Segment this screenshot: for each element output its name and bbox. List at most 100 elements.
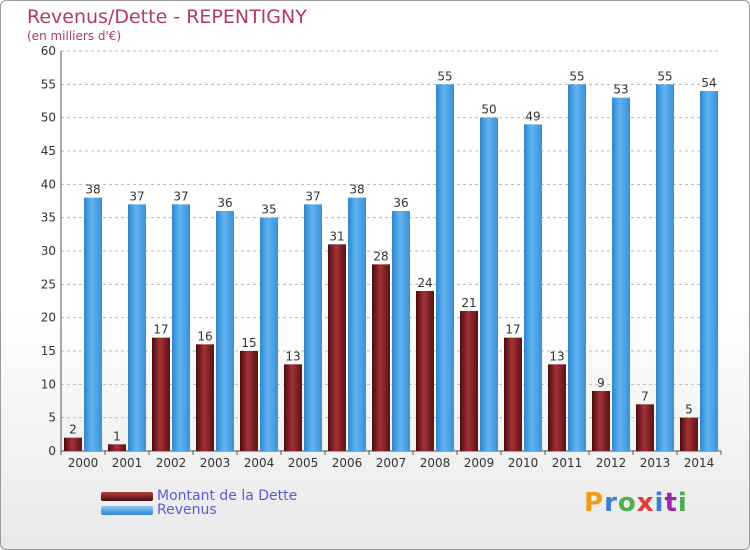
logo-letter: t xyxy=(664,488,678,518)
x-tick-label: 2006 xyxy=(332,456,363,470)
data-label: 16 xyxy=(197,329,212,343)
logo-letter: r xyxy=(604,488,618,518)
x-tick-label: 2014 xyxy=(684,456,715,470)
y-tick-label: 0 xyxy=(48,444,56,458)
bar-dette xyxy=(636,404,654,451)
bar-revenus xyxy=(172,204,190,451)
y-tick-label: 25 xyxy=(41,277,56,291)
bar-dette xyxy=(548,364,566,451)
legend-item-revenus: Revenus xyxy=(101,502,217,518)
bar-dette xyxy=(284,364,302,451)
data-label: 38 xyxy=(349,183,364,197)
data-label: 55 xyxy=(437,69,452,83)
chart-subtitle: (en milliers d'€) xyxy=(27,29,122,43)
bar-revenus xyxy=(304,204,322,451)
data-label: 17 xyxy=(153,323,168,337)
bar-revenus xyxy=(392,211,410,451)
legend-label-revenus: Revenus xyxy=(157,502,217,518)
data-label: 2 xyxy=(69,423,77,437)
x-tick-label: 2011 xyxy=(552,456,583,470)
bar-revenus xyxy=(524,124,542,451)
logo-letter: o xyxy=(617,488,637,518)
data-label: 13 xyxy=(549,349,564,363)
data-label: 35 xyxy=(261,203,276,217)
bar-dette xyxy=(64,437,82,451)
bar-revenus xyxy=(260,217,278,451)
data-label: 28 xyxy=(373,249,388,263)
data-label: 17 xyxy=(505,323,520,337)
bar-dette xyxy=(504,337,522,451)
data-label: 13 xyxy=(285,349,300,363)
bar-dette xyxy=(328,244,346,451)
y-tick-label: 60 xyxy=(41,44,56,58)
bar-dette xyxy=(680,417,698,451)
logo-letter: i xyxy=(654,488,665,518)
x-tick-label: 2012 xyxy=(596,456,627,470)
bar-revenus xyxy=(84,197,102,451)
data-label: 36 xyxy=(393,196,408,210)
x-tick-label: 2013 xyxy=(640,456,671,470)
y-tick-label: 15 xyxy=(41,344,56,358)
x-tick-label: 2009 xyxy=(464,456,495,470)
bar-dette xyxy=(592,391,610,451)
bar-revenus xyxy=(436,84,454,451)
logo-letter: i xyxy=(677,488,688,518)
data-label: 53 xyxy=(613,83,628,97)
y-tick-label: 50 xyxy=(41,111,56,125)
data-label: 50 xyxy=(481,103,496,117)
data-label: 49 xyxy=(525,109,540,123)
data-label: 37 xyxy=(129,189,144,203)
bar-revenus xyxy=(348,197,366,451)
y-tick-label: 10 xyxy=(41,377,56,391)
y-tick-label: 20 xyxy=(41,311,56,325)
x-tick-label: 2005 xyxy=(288,456,319,470)
data-label: 38 xyxy=(85,183,100,197)
proxiti-logo: Proxiti xyxy=(584,488,688,518)
x-tick-label: 2000 xyxy=(68,456,99,470)
x-tick-label: 2004 xyxy=(244,456,275,470)
data-label: 1 xyxy=(113,429,121,443)
x-tick-label: 2003 xyxy=(200,456,231,470)
legend-item-dette: Montant de la Dette xyxy=(101,488,298,504)
bar-dette xyxy=(240,351,258,451)
x-tick-label: 2008 xyxy=(420,456,451,470)
data-label: 31 xyxy=(329,229,344,243)
y-tick-label: 35 xyxy=(41,211,56,225)
data-label: 36 xyxy=(217,196,232,210)
data-label: 54 xyxy=(701,76,716,90)
bar-dette xyxy=(460,311,478,451)
logo-letter: x xyxy=(636,488,655,518)
logo-letter: P xyxy=(584,488,605,518)
bar-dette xyxy=(416,291,434,451)
y-tick-label: 40 xyxy=(41,177,56,191)
legend-swatch-revenus xyxy=(101,505,153,515)
bar-revenus xyxy=(612,97,630,452)
data-label: 21 xyxy=(461,296,476,310)
bar-dette xyxy=(196,344,214,451)
bar-revenus xyxy=(128,204,146,451)
x-tick-label: 2002 xyxy=(156,456,187,470)
data-label: 37 xyxy=(305,189,320,203)
data-label: 37 xyxy=(173,189,188,203)
x-tick-label: 2007 xyxy=(376,456,407,470)
y-tick-label: 5 xyxy=(48,411,56,425)
legend-swatch-dette xyxy=(101,491,153,501)
bar-revenus xyxy=(216,211,234,451)
x-tick-label: 2010 xyxy=(508,456,539,470)
data-label: 7 xyxy=(641,389,649,403)
bar-revenus xyxy=(700,91,718,451)
data-label: 5 xyxy=(685,403,693,417)
data-label: 24 xyxy=(417,276,432,290)
bar-dette xyxy=(108,444,126,451)
y-tick-label: 30 xyxy=(41,244,56,258)
bar-dette xyxy=(152,337,170,451)
data-label: 9 xyxy=(597,376,605,390)
y-tick-label: 55 xyxy=(41,77,56,91)
data-label: 55 xyxy=(657,69,672,83)
y-tick-label: 45 xyxy=(41,144,56,158)
legend-label-dette: Montant de la Dette xyxy=(157,488,298,504)
data-label: 15 xyxy=(241,336,256,350)
chart-title: Revenus/Dette - REPENTIGNY xyxy=(27,6,307,28)
